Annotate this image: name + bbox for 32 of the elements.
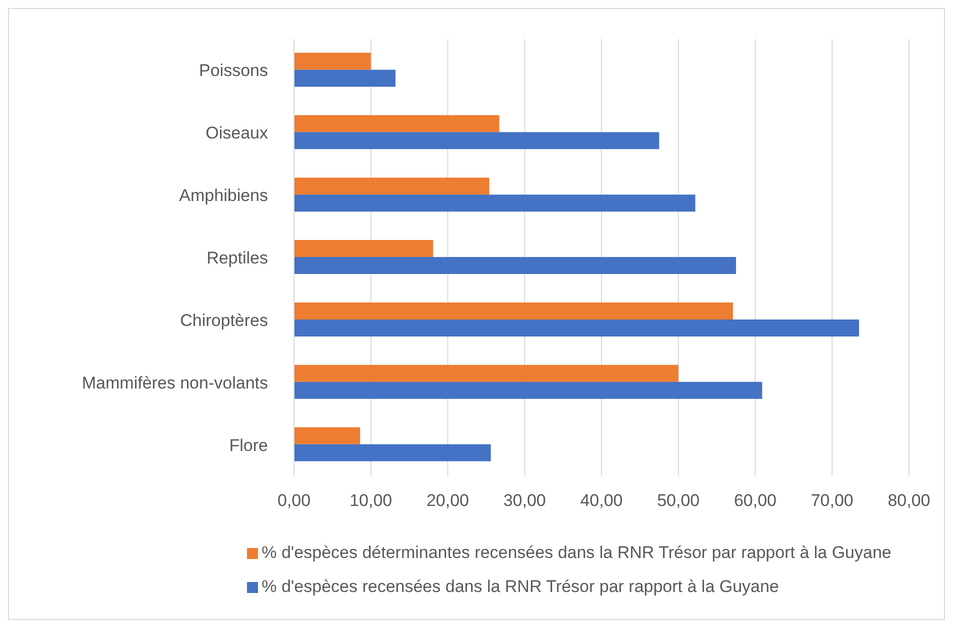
x-tick-label: 10,00 bbox=[350, 491, 392, 510]
x-tick-label: 20,00 bbox=[426, 491, 470, 510]
bar bbox=[294, 364, 678, 382]
y-tick-label: Chiroptères bbox=[180, 310, 268, 330]
legend-label: % d'espèces recensées dans la RNR Trésor par rapport à la Guyane bbox=[262, 577, 779, 596]
x-tick-label: 70,00 bbox=[810, 491, 854, 510]
y-tick-label: Reptiles bbox=[206, 248, 268, 268]
bar bbox=[294, 257, 736, 274]
bar bbox=[294, 444, 491, 462]
bar bbox=[294, 70, 396, 87]
bar bbox=[294, 115, 500, 132]
x-tick-label: 80,00 bbox=[888, 491, 930, 510]
y-tick-label: Amphibiens bbox=[179, 186, 268, 206]
bar bbox=[294, 382, 762, 399]
bar bbox=[294, 319, 860, 336]
x-tick-label: 60,00 bbox=[734, 491, 777, 510]
x-tick-label: 40,00 bbox=[580, 491, 623, 510]
x-tick-label: 0,00 bbox=[277, 491, 311, 510]
bar bbox=[294, 302, 733, 320]
y-tick-label: Flore bbox=[229, 436, 268, 455]
y-tick-label: Mammifères non-volants bbox=[82, 373, 268, 392]
bar bbox=[294, 178, 490, 195]
bar bbox=[294, 240, 434, 258]
y-tick-label: Oiseaux bbox=[206, 124, 268, 143]
x-tick-label: 50,00 bbox=[657, 491, 700, 510]
bar bbox=[294, 427, 360, 444]
x-tick-label: 30,00 bbox=[503, 491, 546, 510]
legend-label: % d'espèces déterminantes recensées dans la RNR Trésor par rapport à la Guyane bbox=[262, 543, 892, 562]
bar bbox=[294, 194, 696, 212]
bar bbox=[294, 132, 660, 150]
y-tick-label: Poissons bbox=[199, 61, 268, 80]
bar bbox=[294, 52, 371, 70]
